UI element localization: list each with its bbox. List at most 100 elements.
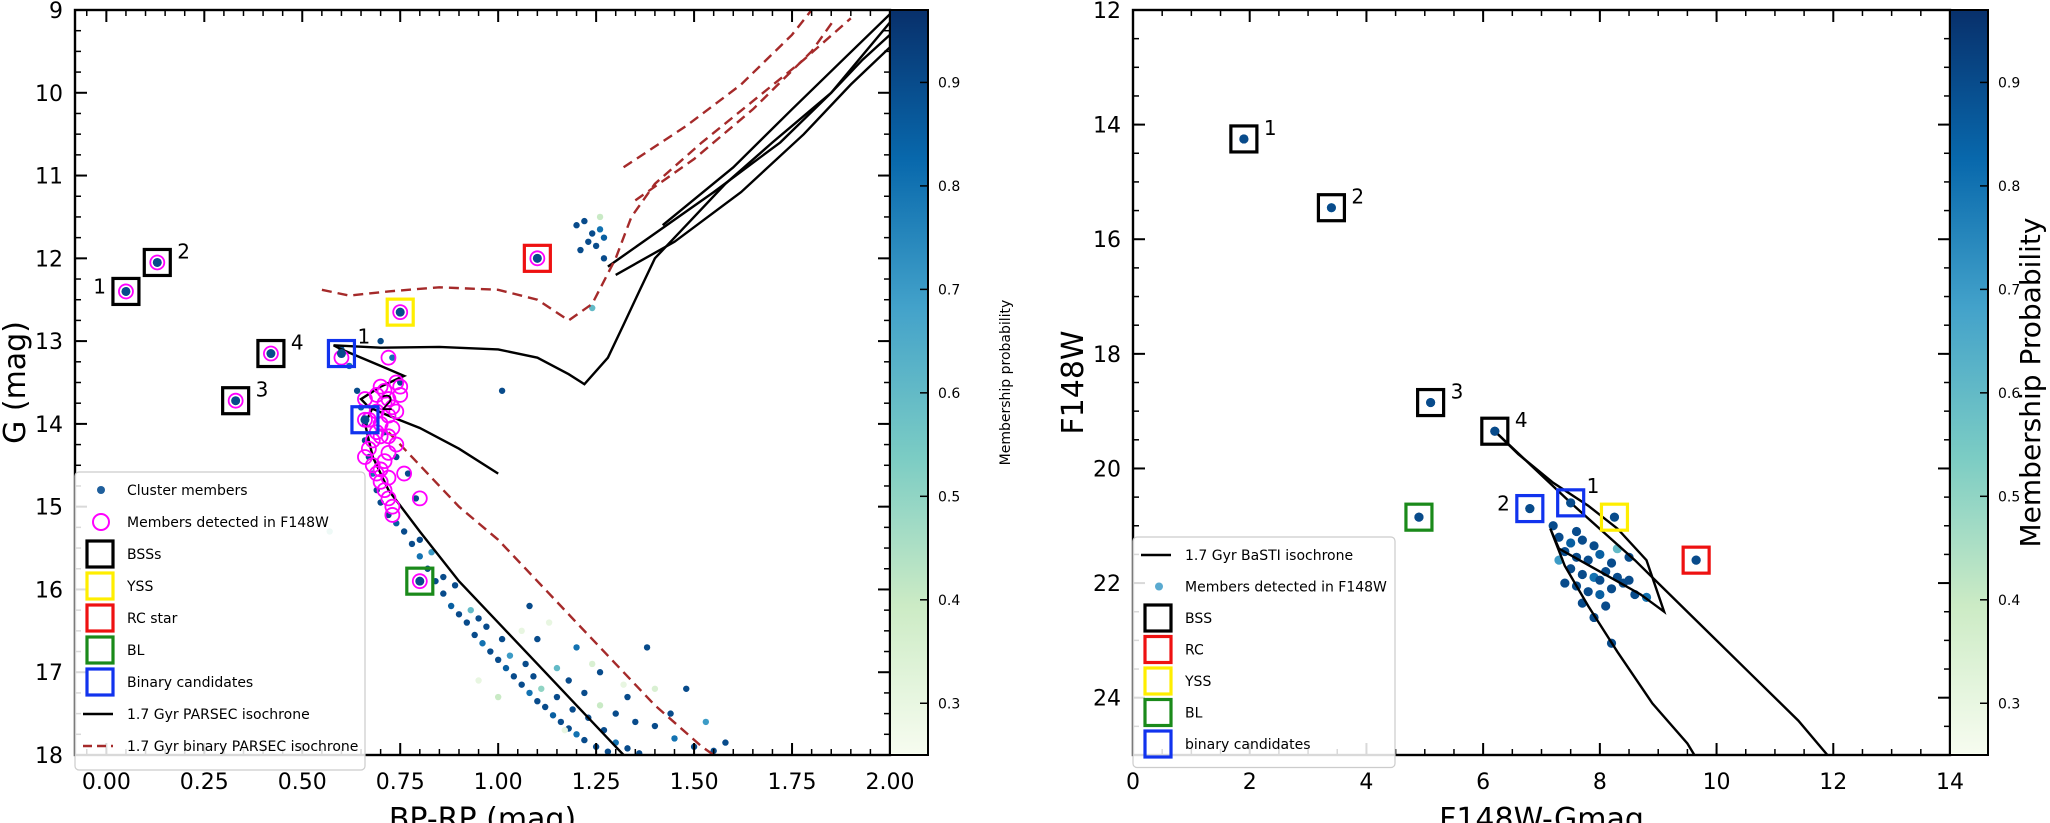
marked-star-dot [1490,426,1500,436]
y-tick-label: 14 [1093,114,1121,139]
colorbar-label: Membership probability [998,300,1014,466]
marked-star-label: 2 [177,239,190,263]
member-point [451,582,459,589]
x-tick-label: 0.25 [180,770,229,795]
parsec-isochrone-line [333,33,890,475]
member-point [487,648,494,655]
legend-symbol-box [85,603,115,633]
legend-symbol-dot [97,486,105,494]
member-point [518,627,525,635]
legend-label: 1.7 Gyr BaSTI isochrone [1185,548,1353,564]
member-point [589,230,596,237]
member-point [581,217,588,225]
member-point [440,590,447,597]
colorbar-label: Membership Probability [2014,218,2047,548]
marked-star-dot [1566,498,1576,508]
member-point [534,697,541,705]
colorbar-tick-label: 0.7 [938,282,960,298]
f148w-member-ring [384,420,401,436]
member-point [440,573,447,581]
marked-star-label: 4 [291,331,304,355]
member-point [479,640,486,647]
legend-symbol-box [85,635,115,665]
member-point [604,748,612,755]
legend-label: YSS [126,579,153,595]
marked-star-label: 3 [256,378,269,402]
marked-star-dot [1326,203,1336,213]
marked-star-box [221,386,251,416]
f148w-member-ring [392,304,409,321]
member-point [569,706,576,713]
member-point [553,664,561,672]
binary-isochrone-ms-line [387,431,715,755]
legend-symbol-box [1143,634,1173,665]
marked-star-dot [152,257,162,267]
marked-star-dot [121,286,131,296]
member-point [671,735,678,742]
member-point [404,470,412,477]
legend-label: 1.7 Gyr PARSEC isochrone [127,707,310,723]
member-point [1606,584,1617,594]
f148w-member-ring [372,461,389,478]
f148w-member-ring [380,469,397,486]
member-point [702,718,710,726]
member-point [463,619,471,626]
marked-star-box [326,338,357,369]
binary-rgb-branch-line [634,17,837,202]
member-point [510,673,518,680]
marked-star-label: 1 [93,274,106,298]
member-point [353,387,361,394]
marked-star-box [142,247,172,278]
marked-star-label: 1 [1587,474,1600,498]
y-tick-label: 16 [35,578,63,603]
f148w-member-ring [384,498,401,515]
member-point [471,631,478,639]
marked-star-box [1316,193,1347,223]
member-point [1560,578,1570,588]
colorbar-tick-label: 0.3 [1998,696,2020,712]
marked-star-box [1416,387,1446,418]
y-tick-label: 9 [49,0,63,24]
f148w-member-ring [376,453,393,470]
f148w-member-ring [380,349,397,366]
marked-star-dot [266,349,276,359]
member-point [416,536,424,543]
y-tick-label: 18 [35,744,63,769]
f148w-member-ring [380,444,397,461]
marked-star-dot [1609,512,1619,522]
x-tick-label: 2 [1243,770,1257,795]
marked-star-box [111,276,141,307]
member-point [502,664,510,672]
member-point [416,553,424,560]
y-tick-label: 11 [35,165,63,190]
legend-box [74,471,366,771]
member-point [667,710,674,717]
colorbar-tick-label: 0.9 [938,75,960,91]
member-point [683,685,690,692]
legend-box [1132,536,1396,769]
parsec-isochrone-ms-line [363,406,625,755]
member-point [643,644,651,651]
x-tick-label: 10 [1703,770,1731,795]
member-point [494,693,502,701]
f148w-member-ring [376,382,393,399]
member-point [1577,569,1587,580]
x-axis-label: BP-RP (mag) [389,802,576,823]
colorbar-tick-label: 0.3 [938,696,960,712]
member-point [596,226,604,233]
legend-label: BL [127,643,145,659]
x-tick-label: 0 [1126,770,1140,795]
member-point [1595,549,1605,560]
x-tick-label: 0.00 [82,770,131,795]
member-point [1589,541,1599,551]
y-tick-label: 12 [1093,0,1121,24]
marked-star-label: 2 [1351,185,1364,209]
member-point [538,685,545,692]
member-point [1601,601,1611,611]
member-point [581,689,588,697]
f148w-member-ring [372,378,389,395]
f148w-member-ring [372,473,389,490]
y-axis-label: G (mag) [0,321,33,444]
x-tick-label: 4 [1359,770,1373,795]
member-point [589,660,596,668]
